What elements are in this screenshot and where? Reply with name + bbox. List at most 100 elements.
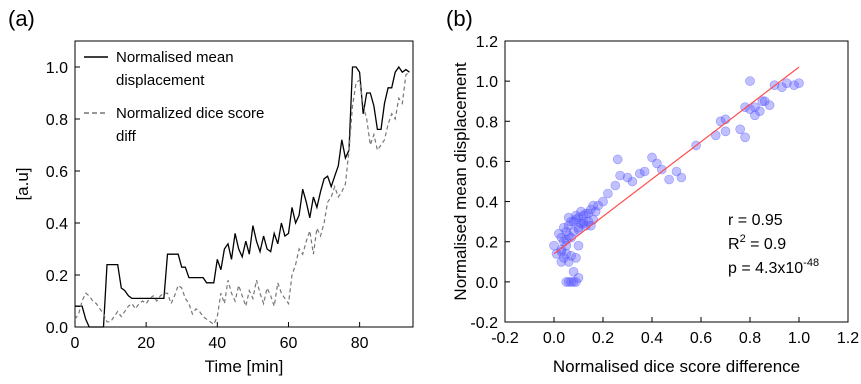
scatter-point (568, 266, 579, 277)
legend-label-mean-displacement-line1: Normalised mean (116, 49, 234, 66)
stat-r: r = 0.95 (728, 212, 783, 229)
panel-b-x-tick-label: 0.4 (641, 330, 663, 347)
panel-b-x-tick-label: 1.0 (788, 330, 810, 347)
scatter-point (568, 277, 579, 287)
panel-a-x-tick-label: 40 (208, 335, 226, 352)
scatter-point (720, 126, 731, 137)
scatter-point (664, 174, 674, 185)
stat-p-prefix: p = 4.3x10 (728, 260, 803, 277)
scatter-point (764, 100, 775, 110)
scatter-point (612, 154, 623, 165)
scatter-point (710, 130, 721, 141)
legend-label-dice-score-diff-line2: diff (116, 128, 137, 145)
panel-b-x-tick-label: 1.2 (837, 330, 859, 347)
scatter-point (735, 124, 746, 135)
panel-b-x-tick-label: 0.0 (543, 330, 565, 347)
scatter-point (777, 82, 787, 92)
legend-label-mean-displacement-line2: displacement (116, 72, 205, 89)
scatter-point (561, 249, 572, 259)
panel-b-y-ticks: -0.2 0.0 0.2 0.4 0.6 0.8 1.0 1.2 (470, 34, 510, 332)
scatter-point (759, 96, 770, 106)
scatter-point (622, 172, 633, 183)
panel-b-x-tick-label: 0.2 (592, 330, 614, 347)
panel-b-y-tick-label: 0.2 (476, 235, 498, 252)
scatter-point (794, 78, 804, 88)
scatter-point (639, 166, 650, 177)
legend-label-dice-score-diff-line1: Normalized dice score (116, 105, 264, 122)
scatter-point (558, 222, 569, 233)
scatter-point (588, 200, 599, 211)
scatter-point (556, 256, 567, 267)
scatter-point (603, 188, 613, 199)
stat-r-squared: R2 = 0.9 (728, 233, 786, 253)
stat-p-value: p = 4.3x10-48 (728, 257, 819, 277)
panel-b-y-tick-label: 0.4 (476, 195, 498, 212)
scatter-point (610, 180, 621, 191)
scatter-point (561, 240, 572, 251)
scatter-point (566, 251, 576, 261)
panel-a-x-axis-label: Time [min] (205, 357, 284, 376)
scatter-point (627, 176, 638, 187)
panel-a-y-ticks: 0.0 0.2 0.4 0.6 0.8 1.0 (46, 60, 80, 337)
panel-b-y-tick-label: 0.0 (476, 275, 498, 292)
scatter-point (676, 172, 687, 183)
panel-b-points-group (549, 76, 804, 287)
panel-a-y-tick-label: 0.6 (46, 164, 68, 181)
panel-a-y-tick-label: 0.4 (46, 216, 68, 233)
panel-b-y-tick-label: 0.6 (476, 154, 498, 171)
stat-r2-suffix: = 0.9 (746, 236, 787, 253)
panel-b-y-tick-label: -0.2 (470, 315, 498, 332)
panel-b-stats: r = 0.95 R2 = 0.9 p = 4.3x10-48 (728, 212, 819, 277)
scatter-point (551, 249, 562, 259)
scatter-point (715, 116, 726, 127)
panel-a-x-tick-label: 0 (71, 335, 80, 352)
panel-b-x-tick-label: 0.8 (739, 330, 761, 347)
panel-b-x-tick-label: 0.6 (690, 330, 712, 347)
panel-a-line-chart: (a) 0 20 40 60 80 0.0 0.2 0.4 0.6 0.8 1.0 Time [m… (8, 6, 414, 376)
panel-b-fit-line (553, 66, 800, 255)
scatter-point (573, 224, 584, 235)
panel-a-y-tick-label: 1.0 (46, 60, 68, 77)
scatter-point (556, 244, 567, 255)
panel-a-x-tick-label: 60 (280, 335, 298, 352)
scatter-point (568, 226, 579, 237)
scatter-point (576, 218, 586, 229)
panel-b-x-ticks: -0.2 0.0 0.2 0.4 0.6 0.8 1.0 1.2 (491, 317, 859, 347)
series-line-mean-displacement (75, 65, 410, 328)
scatter-point (740, 132, 750, 143)
panel-a-y-tick-label: 0.2 (46, 268, 68, 285)
stat-r2-prefix: R (728, 236, 740, 253)
scatter-point (571, 214, 581, 225)
series-line-dice-score-diff (74, 71, 410, 326)
scatter-point (656, 164, 667, 175)
scatter-point (598, 196, 608, 207)
scatter-point (757, 96, 768, 106)
scatter-point (781, 78, 792, 88)
panel-a-series-group (74, 65, 410, 328)
panel-b-y-tick-label: 1.0 (476, 74, 498, 91)
panel-b-y-axis-label: Normalised mean displacement (451, 62, 470, 300)
scatter-point (615, 170, 625, 181)
panel-a-y-tick-label: 0.8 (46, 112, 68, 129)
panel-a-y-axis-label: [a.u] (13, 167, 32, 200)
panel-b-scatter-chart: (b) -0.2 0.0 0.2 0.4 0.6 0.8 1.0 1.2 -0.2 0.0 0.2… (446, 6, 859, 376)
scatter-point (590, 206, 601, 217)
scatter-point (593, 200, 603, 211)
scatter-point (563, 212, 574, 223)
panel-a-axes-frame (74, 40, 414, 328)
scatter-point (750, 110, 760, 121)
panel-a-y-tick-label: 0.0 (46, 320, 68, 337)
panel-b-y-tick-label: 0.8 (476, 114, 498, 131)
scatter-point (563, 277, 574, 287)
scatter-point (573, 240, 584, 251)
panel-b-x-tick-label: -0.2 (491, 330, 519, 347)
scatter-point (789, 80, 799, 90)
scatter-point (576, 206, 586, 217)
panel-b-axes-frame (504, 40, 849, 323)
panel-a-x-tick-label: 20 (137, 335, 155, 352)
panel-b-label: (b) (446, 6, 473, 31)
scatter-point (754, 106, 765, 116)
scatter-point (571, 252, 581, 263)
